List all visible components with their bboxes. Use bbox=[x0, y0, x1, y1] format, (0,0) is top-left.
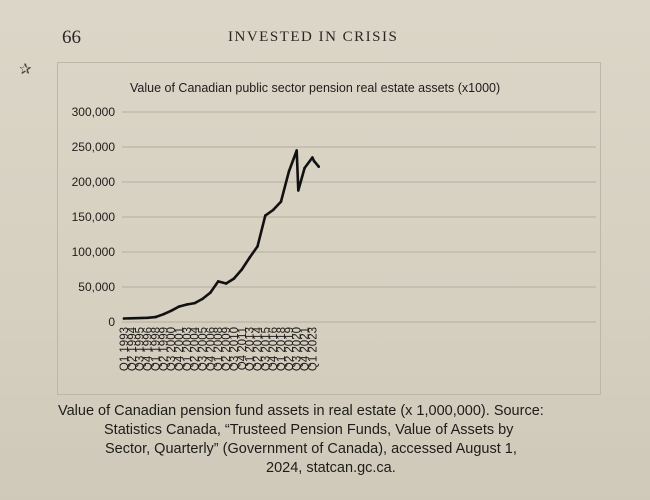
data-point bbox=[224, 282, 228, 285]
x-tick-label: Q1 1998 bbox=[150, 327, 162, 371]
data-point bbox=[154, 315, 157, 319]
x-tick-label: Q4 2011 bbox=[237, 327, 249, 370]
data-point bbox=[232, 277, 236, 280]
x-tick-label: Q2 2019 bbox=[284, 327, 296, 371]
data-point bbox=[240, 268, 244, 271]
data-point bbox=[312, 159, 316, 163]
data-point bbox=[177, 305, 181, 308]
data-point bbox=[311, 156, 314, 159]
x-tick-label: Q3 2015 bbox=[260, 327, 272, 371]
margin-star-mark: ✰ bbox=[19, 60, 32, 78]
data-point bbox=[279, 200, 283, 203]
x-tick-label: Q1 2003 bbox=[182, 327, 194, 371]
data-point bbox=[317, 165, 321, 168]
x-tick-label: Q2 2004 bbox=[190, 326, 202, 371]
data-point bbox=[209, 291, 212, 294]
y-tick-label: 300,000 bbox=[72, 105, 116, 119]
x-tick-label: Q2 2014 bbox=[252, 326, 264, 371]
data-point bbox=[185, 303, 189, 306]
x-tick-label: Q1 2013 bbox=[245, 327, 257, 371]
y-tick-label: 250,000 bbox=[72, 140, 116, 154]
chart-frame bbox=[57, 62, 601, 395]
data-point bbox=[146, 316, 149, 320]
x-tick-label: Q4 2021 bbox=[300, 327, 312, 371]
data-point bbox=[295, 149, 299, 152]
x-tick-label: Q1 2008 bbox=[213, 327, 225, 371]
data-point bbox=[303, 166, 306, 170]
x-tick-label: Q4 2006 bbox=[205, 327, 217, 371]
y-tick-label: 100,000 bbox=[72, 245, 116, 259]
x-tick-label: Q3 2020 bbox=[292, 327, 304, 371]
caption-line: Statistics Canada, “Trusteed Pension Fun… bbox=[104, 422, 514, 438]
series-line bbox=[122, 149, 321, 320]
data-point bbox=[201, 297, 204, 301]
x-tick-label: Q3 1995 bbox=[135, 327, 147, 371]
data-point bbox=[162, 313, 165, 316]
y-tick-label: 0 bbox=[108, 315, 115, 329]
data-point bbox=[256, 245, 259, 248]
data-point bbox=[216, 280, 220, 283]
data-point bbox=[297, 189, 300, 192]
figure-caption: Value of Canadian pension fund assets in… bbox=[58, 402, 618, 478]
x-tick-label: Q4 1996 bbox=[143, 327, 155, 371]
x-tick-label: Q3 2005 bbox=[198, 327, 210, 371]
running-head: INVESTED IN CRISIS bbox=[228, 29, 399, 45]
data-point bbox=[169, 309, 173, 313]
caption-line: Sector, Quarterly” (Government of Canada… bbox=[105, 441, 517, 457]
caption-line: Value of Canadian pension fund assets in… bbox=[58, 403, 544, 419]
x-tick-label: Q2 1999 bbox=[158, 327, 170, 371]
data-point bbox=[264, 214, 267, 217]
x-tick-label: Q3 2010 bbox=[229, 327, 241, 371]
y-tick-label: 150,000 bbox=[72, 210, 116, 224]
y-tick-label: 200,000 bbox=[72, 175, 116, 189]
data-point bbox=[271, 208, 275, 212]
y-tick-label: 50,000 bbox=[78, 280, 115, 294]
x-tick-label: Q1 1993 bbox=[119, 327, 131, 371]
x-tick-label: Q3 2000 bbox=[166, 327, 178, 371]
x-tick-label: Q2 1994 bbox=[127, 326, 139, 371]
gridlines bbox=[122, 111, 596, 323]
chart-title: Value of Canadian public sector pension … bbox=[130, 81, 500, 95]
data-point bbox=[122, 317, 126, 320]
series-layer bbox=[122, 149, 321, 320]
x-tick-label: Q1 2018 bbox=[276, 327, 288, 371]
data-point bbox=[193, 301, 196, 305]
x-tick-label: Q2 2009 bbox=[221, 327, 233, 371]
page-number: 66 bbox=[62, 27, 81, 48]
data-point bbox=[248, 256, 251, 259]
x-tick-label: Q1 2023 bbox=[307, 327, 319, 371]
caption-line: 2024, statcan.gc.ca. bbox=[266, 460, 396, 476]
x-tick-label: Q4 2016 bbox=[268, 327, 280, 371]
y-axis-tick-labels: 0 50,000 100,000 150,000 200,000 250,000 300,0… bbox=[72, 105, 116, 329]
data-point bbox=[287, 170, 291, 173]
x-tick-label: Q4 2001 bbox=[174, 327, 186, 371]
